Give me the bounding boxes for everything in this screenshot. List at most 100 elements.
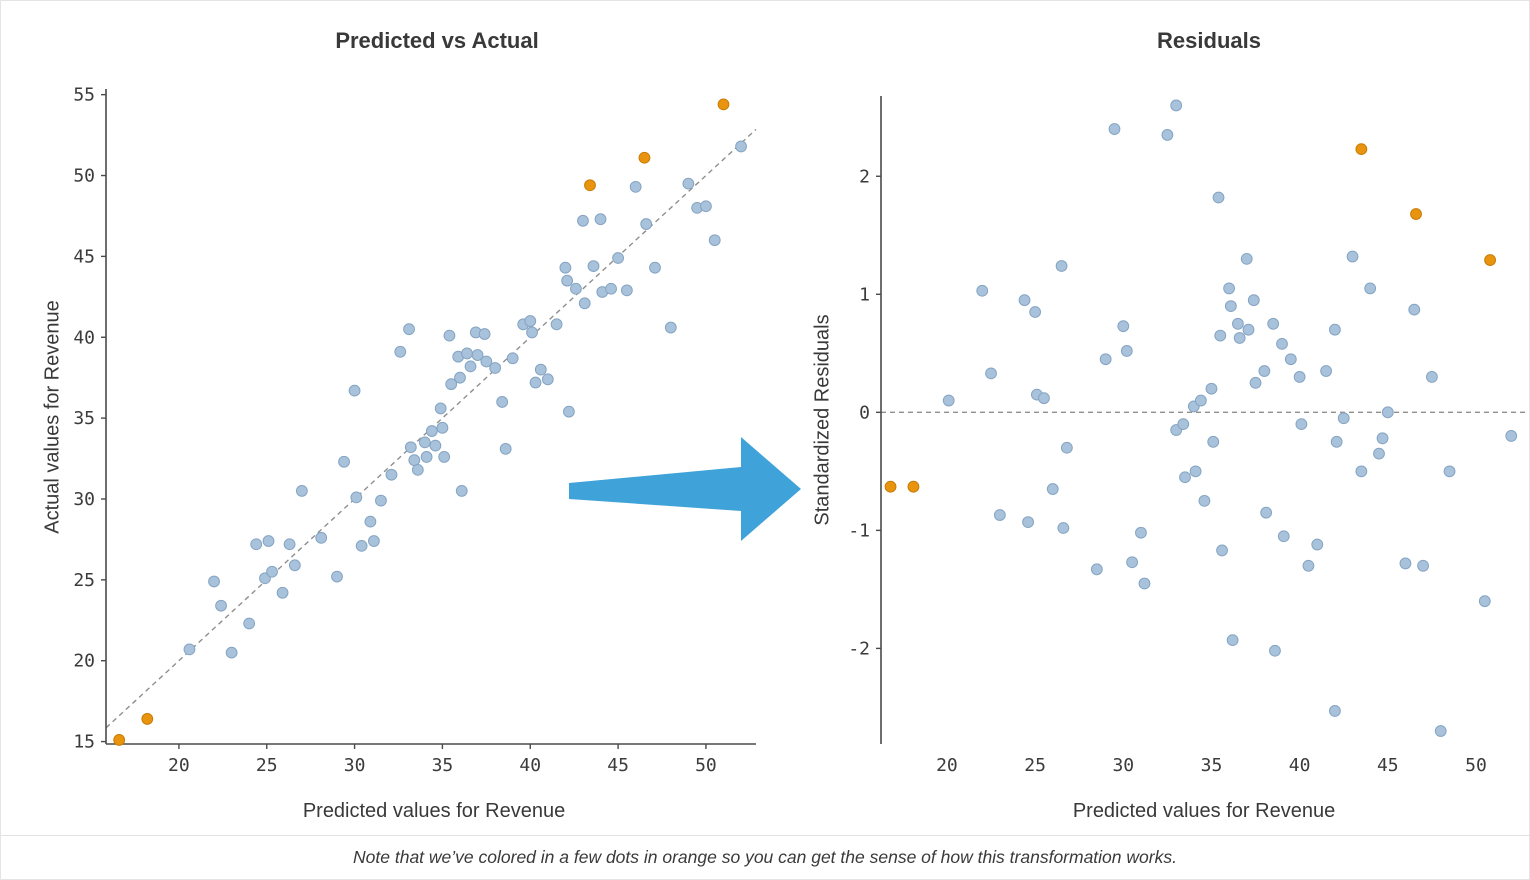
data-point-observations: [262, 535, 275, 547]
data-point-residuals: [1276, 337, 1288, 350]
data-point-residuals: [1055, 260, 1068, 272]
data-point-highlighted: [1484, 254, 1496, 266]
data-point-residuals: [1198, 494, 1211, 507]
data-point-observations: [489, 362, 502, 374]
data-point-observations: [605, 282, 617, 295]
data-point-highlighted: [1355, 143, 1368, 156]
data-point-residuals: [1443, 465, 1456, 478]
data-point-highlighted: [1410, 208, 1422, 220]
data-point-observations: [420, 451, 433, 463]
data-point-residuals: [1223, 282, 1235, 295]
data-point-observations: [338, 455, 350, 468]
data-point-observations: [649, 261, 661, 274]
data-point-observations: [455, 484, 468, 497]
data-point-residuals: [1267, 317, 1280, 330]
data-point-observations: [682, 177, 695, 190]
y-tick-label: 1: [859, 284, 870, 305]
data-point-residuals: [1207, 435, 1220, 448]
data-point-residuals: [985, 367, 997, 380]
data-point-highlighted: [141, 713, 154, 725]
data-point-observations: [559, 261, 572, 274]
y-tick-label: 2: [859, 166, 870, 187]
data-point-residuals: [1205, 382, 1218, 395]
residuals-chart: 20 25 30 35 40 45 50 -2 -1 0 1 2: [848, 96, 1528, 776]
left-chart-title: Predicted vs Actual: [335, 28, 539, 53]
x-tick-label: 50: [695, 755, 717, 776]
data-point-residuals: [1194, 394, 1207, 407]
data-point-observations: [524, 315, 537, 327]
data-point-residuals: [1329, 705, 1341, 717]
data-point-observations: [629, 180, 642, 193]
data-point-residuals: [993, 509, 1006, 521]
data-point-residuals: [1018, 294, 1031, 307]
data-point-residuals: [1258, 365, 1271, 377]
data-point-observations: [348, 384, 361, 397]
x-tick-label: 35: [1201, 755, 1223, 776]
data-point-residuals: [1346, 250, 1359, 263]
data-point-observations: [385, 468, 398, 481]
y-tick-label: 50: [73, 166, 95, 187]
y-tick-label: 45: [73, 246, 95, 267]
x-tick-label: 45: [1377, 755, 1399, 776]
y-tick-label: 40: [73, 327, 95, 348]
data-point-residuals: [1284, 353, 1297, 366]
figure-caption: Note that we’ve colored in a few dots in…: [353, 847, 1177, 867]
data-point-observations: [496, 396, 509, 408]
data-point-residuals: [1226, 634, 1239, 647]
data-point-residuals: [1320, 365, 1332, 377]
data-point-residuals: [1337, 412, 1350, 425]
data-point-highlighted: [638, 151, 651, 164]
x-tick-label: 50: [1465, 755, 1487, 776]
data-point-residuals: [1269, 644, 1281, 657]
data-point-observations: [243, 617, 256, 630]
data-point-residuals: [1311, 538, 1324, 551]
y-tick-label: 25: [73, 570, 95, 591]
data-point-observations: [577, 214, 589, 227]
data-point-residuals: [1038, 392, 1050, 405]
data-point-highlighted: [884, 480, 897, 493]
data-point-residuals: [1138, 577, 1151, 590]
data-point-residuals: [1505, 430, 1518, 442]
x-tick-label: 20: [936, 755, 958, 776]
data-point-observations: [438, 451, 451, 463]
data-point-observations: [411, 463, 424, 476]
data-point-residuals: [1295, 418, 1308, 431]
x-tick-label: 25: [1024, 755, 1046, 776]
data-point-observations: [425, 425, 438, 437]
data-point-residuals: [1117, 320, 1130, 333]
right-chart-x-axis-label: Predicted values for Revenue: [1072, 800, 1336, 822]
data-point-residuals: [1478, 595, 1491, 608]
data-point-observations: [443, 329, 456, 342]
right-chart-title: Residuals: [1157, 28, 1261, 53]
data-point-residuals: [1060, 441, 1073, 454]
data-point-observations: [295, 484, 308, 497]
data-point-residuals: [1212, 191, 1225, 204]
data-point-observations: [478, 328, 491, 340]
data-point-residuals: [1249, 376, 1262, 389]
data-point-observations: [418, 436, 431, 449]
data-point-residuals: [1046, 483, 1059, 495]
data-point-observations: [215, 599, 227, 612]
data-point-observations: [355, 539, 368, 552]
data-point-observations: [506, 352, 519, 365]
data-point-residuals: [1240, 252, 1253, 265]
data-point-residuals: [1260, 506, 1273, 519]
data-point-observations: [350, 491, 363, 504]
data-point-observations: [394, 345, 407, 358]
data-point-residuals: [1425, 371, 1438, 383]
data-point-residuals: [1381, 406, 1394, 419]
data-point-residuals: [1179, 471, 1191, 484]
data-point-observations: [612, 252, 624, 264]
x-tick-label: 40: [519, 755, 541, 776]
data-point-observations: [454, 371, 466, 384]
x-tick-label: 30: [344, 755, 366, 776]
data-point-observations: [403, 323, 415, 336]
left-chart-y-axis-label: Actual values for Revenue: [41, 300, 64, 534]
data-point-observations: [640, 218, 653, 230]
data-point-highlighted: [584, 179, 596, 192]
data-point-observations: [364, 515, 377, 528]
data-point-residuals: [1293, 371, 1306, 383]
data-point-observations: [480, 355, 493, 368]
data-point-observations: [534, 363, 547, 376]
y-tick-label: -1: [848, 520, 870, 541]
